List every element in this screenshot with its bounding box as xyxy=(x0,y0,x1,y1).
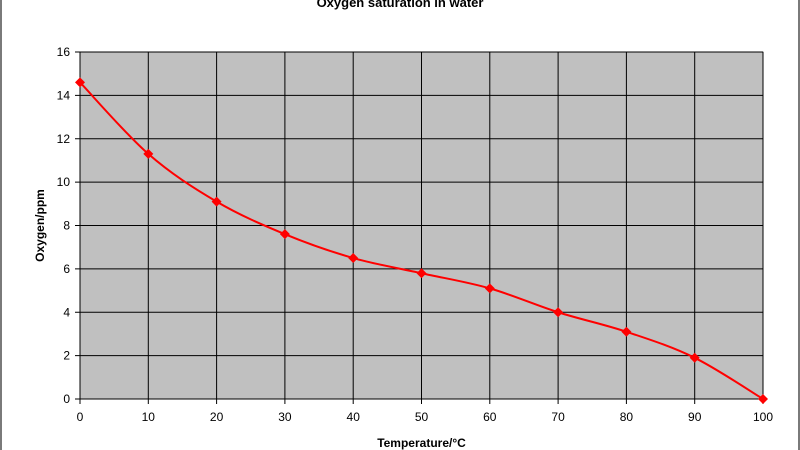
x-tick-label: 10 xyxy=(142,410,156,424)
y-tick-label: 0 xyxy=(63,392,70,406)
data-point-marker xyxy=(553,307,564,318)
chart-title: Oxygen saturation in water xyxy=(316,0,484,10)
y-tick-label: 14 xyxy=(57,88,71,102)
data-point-marker xyxy=(484,283,495,294)
data-point-marker xyxy=(689,352,700,363)
x-tick-label: 80 xyxy=(620,410,634,424)
x-tick-label: 100 xyxy=(753,410,773,424)
x-tick-label: 20 xyxy=(210,410,224,424)
data-point-marker xyxy=(143,148,154,159)
x-tick-label: 0 xyxy=(77,410,84,424)
y-tick-label: 16 xyxy=(57,45,71,59)
data-point-marker xyxy=(75,77,85,88)
x-tick-label: 30 xyxy=(278,410,292,424)
y-tick-label: 2 xyxy=(63,349,70,363)
data-point-marker xyxy=(416,268,427,279)
x-tick-label: 70 xyxy=(551,410,565,424)
data-point-marker xyxy=(348,253,359,264)
y-tick-label: 8 xyxy=(63,219,70,233)
tick-labels: 0 10 20 30 40 50 60 70 80 90 100 0 2 4 6 8 10 12 14 16 xyxy=(57,45,774,424)
series-layer xyxy=(75,77,768,404)
x-tick-label: 60 xyxy=(483,410,497,424)
y-tick-label: 6 xyxy=(63,262,70,276)
x-tick-label: 50 xyxy=(415,410,429,424)
x-tick-label: 90 xyxy=(688,410,702,424)
y-axis-title: Oxygen/ppm xyxy=(33,189,47,262)
x-axis-title: Temperature/°C xyxy=(377,436,466,450)
y-tick-label: 4 xyxy=(63,305,70,319)
data-point-marker xyxy=(758,394,768,404)
data-point-marker xyxy=(621,326,632,337)
data-point-marker xyxy=(211,196,222,207)
data-point-marker xyxy=(279,229,290,240)
y-tick-label: 12 xyxy=(57,132,71,146)
x-tick-label: 40 xyxy=(347,410,361,424)
y-tick-label: 10 xyxy=(57,175,71,189)
